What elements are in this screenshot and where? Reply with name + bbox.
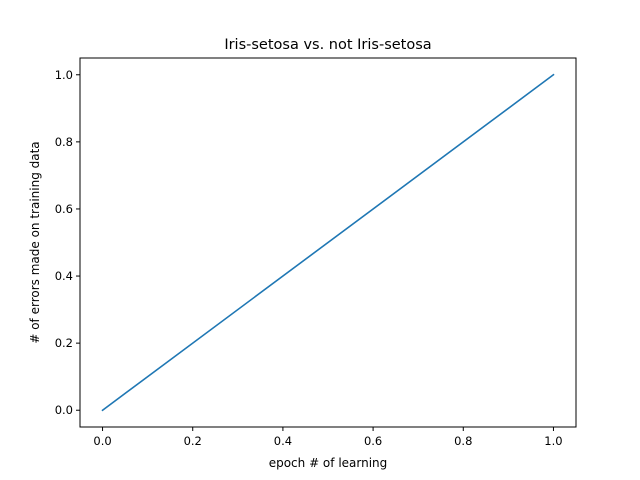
series-layer — [101, 73, 555, 412]
y-tick-label: 0.4 — [55, 269, 73, 283]
x-axis-label: epoch # of learning — [269, 456, 388, 470]
x-tick-label: 0.6 — [364, 434, 382, 448]
y-axis-label: # of errors made on training data — [28, 141, 42, 343]
series-line — [101, 73, 555, 412]
x-axis-ticks: 0.0 0.2 0.4 0.6 0.8 1.0 — [93, 427, 563, 448]
y-axis-ticks: 0.0 0.2 0.4 0.6 0.8 1.0 — [55, 68, 80, 417]
x-tick-label: 0.0 — [93, 434, 111, 448]
x-tick-label: 0.8 — [454, 434, 472, 448]
y-tick-label: 1.0 — [55, 68, 73, 82]
y-tick-label: 0.8 — [55, 135, 73, 149]
x-tick-label: 0.2 — [184, 434, 202, 448]
y-tick-label: 0.2 — [55, 336, 73, 350]
x-tick-label: 0.4 — [274, 434, 292, 448]
chart-title: Iris-setosa vs. not Iris-setosa — [224, 37, 431, 53]
plot-area — [79, 57, 577, 428]
x-tick-label: 1.0 — [544, 434, 562, 448]
y-tick-label: 0.6 — [55, 202, 73, 216]
y-tick-label: 0.0 — [55, 403, 73, 417]
axes-frame — [79, 57, 577, 428]
